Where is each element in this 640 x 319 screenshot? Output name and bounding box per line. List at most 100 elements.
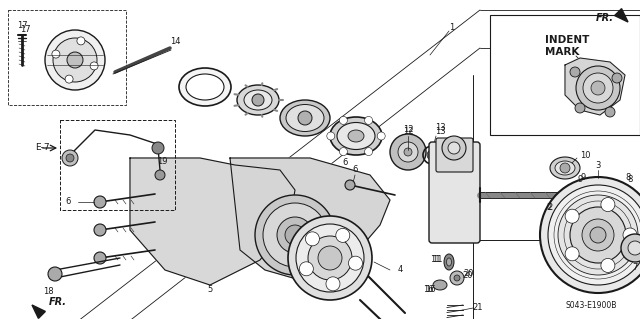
- Ellipse shape: [555, 161, 575, 175]
- Circle shape: [327, 132, 335, 140]
- Ellipse shape: [337, 122, 375, 150]
- FancyBboxPatch shape: [436, 138, 473, 172]
- Bar: [60, 120, 175, 210]
- Text: E-7: E-7: [35, 144, 49, 152]
- Circle shape: [558, 195, 638, 275]
- Circle shape: [305, 232, 319, 246]
- Text: 14: 14: [170, 38, 180, 47]
- Text: FR.: FR.: [49, 297, 67, 307]
- Circle shape: [48, 267, 62, 281]
- Circle shape: [442, 136, 466, 160]
- Ellipse shape: [588, 178, 606, 206]
- Text: 18: 18: [43, 287, 53, 296]
- Ellipse shape: [616, 189, 623, 201]
- Text: 11: 11: [429, 256, 440, 264]
- Circle shape: [345, 180, 355, 190]
- Text: 1: 1: [449, 24, 454, 33]
- Circle shape: [404, 148, 412, 156]
- Circle shape: [339, 148, 348, 156]
- Circle shape: [285, 225, 305, 245]
- Text: 17: 17: [20, 26, 30, 34]
- Ellipse shape: [595, 189, 599, 195]
- Text: 4: 4: [397, 265, 403, 275]
- Circle shape: [570, 67, 580, 77]
- Text: 8: 8: [627, 175, 633, 184]
- Circle shape: [601, 258, 615, 272]
- Ellipse shape: [433, 280, 447, 290]
- Ellipse shape: [179, 68, 231, 106]
- Circle shape: [155, 170, 165, 180]
- Text: 20: 20: [464, 269, 474, 278]
- Text: S043-E1900B: S043-E1900B: [565, 300, 616, 309]
- Circle shape: [377, 132, 385, 140]
- Circle shape: [565, 209, 579, 223]
- Circle shape: [583, 73, 613, 103]
- Text: 6: 6: [352, 166, 358, 174]
- Circle shape: [540, 177, 640, 293]
- Text: 13: 13: [435, 128, 445, 137]
- Circle shape: [152, 142, 164, 154]
- Text: 5: 5: [207, 286, 212, 294]
- Circle shape: [308, 236, 352, 280]
- Circle shape: [77, 37, 85, 45]
- Circle shape: [94, 196, 106, 208]
- Text: 21: 21: [473, 303, 483, 313]
- Text: 20: 20: [463, 271, 473, 279]
- Text: 17: 17: [17, 20, 28, 29]
- Ellipse shape: [348, 130, 364, 142]
- Circle shape: [252, 94, 264, 106]
- Circle shape: [576, 66, 620, 110]
- Circle shape: [263, 203, 327, 267]
- Text: 16: 16: [422, 286, 433, 294]
- Text: 3: 3: [595, 160, 601, 169]
- Circle shape: [90, 62, 98, 70]
- Circle shape: [52, 50, 60, 58]
- Ellipse shape: [592, 184, 602, 200]
- Circle shape: [53, 38, 97, 82]
- Circle shape: [288, 216, 372, 300]
- FancyBboxPatch shape: [429, 142, 480, 243]
- Circle shape: [300, 262, 314, 276]
- Circle shape: [277, 217, 313, 253]
- Circle shape: [590, 227, 606, 243]
- Ellipse shape: [237, 85, 279, 115]
- Ellipse shape: [447, 258, 451, 266]
- Polygon shape: [230, 158, 390, 280]
- Circle shape: [365, 148, 372, 156]
- Text: FR.: FR.: [596, 13, 614, 23]
- Circle shape: [565, 247, 579, 261]
- Text: 9: 9: [577, 175, 582, 184]
- Circle shape: [623, 228, 637, 242]
- Circle shape: [390, 134, 426, 170]
- Text: 11: 11: [432, 256, 442, 264]
- Circle shape: [448, 142, 460, 154]
- Text: 2: 2: [547, 204, 552, 212]
- Circle shape: [298, 111, 312, 125]
- Circle shape: [601, 197, 615, 211]
- Circle shape: [605, 107, 615, 117]
- Circle shape: [318, 246, 342, 270]
- Circle shape: [582, 219, 614, 251]
- Ellipse shape: [330, 117, 382, 155]
- Circle shape: [45, 30, 105, 90]
- Circle shape: [339, 116, 348, 124]
- Text: 13: 13: [435, 123, 445, 132]
- Circle shape: [621, 234, 640, 262]
- Circle shape: [326, 277, 340, 291]
- Circle shape: [62, 150, 78, 166]
- Circle shape: [66, 154, 74, 162]
- Circle shape: [349, 256, 362, 270]
- Bar: [8, 10, 126, 105]
- Circle shape: [454, 275, 460, 281]
- Circle shape: [255, 195, 335, 275]
- Text: 19: 19: [157, 158, 167, 167]
- Text: 16: 16: [425, 286, 435, 294]
- Ellipse shape: [186, 74, 224, 100]
- Text: 6: 6: [342, 158, 348, 167]
- Ellipse shape: [244, 90, 272, 110]
- Polygon shape: [614, 9, 628, 22]
- Text: MARK: MARK: [545, 47, 579, 57]
- Ellipse shape: [286, 105, 324, 131]
- Text: 9: 9: [580, 174, 586, 182]
- Ellipse shape: [550, 157, 580, 179]
